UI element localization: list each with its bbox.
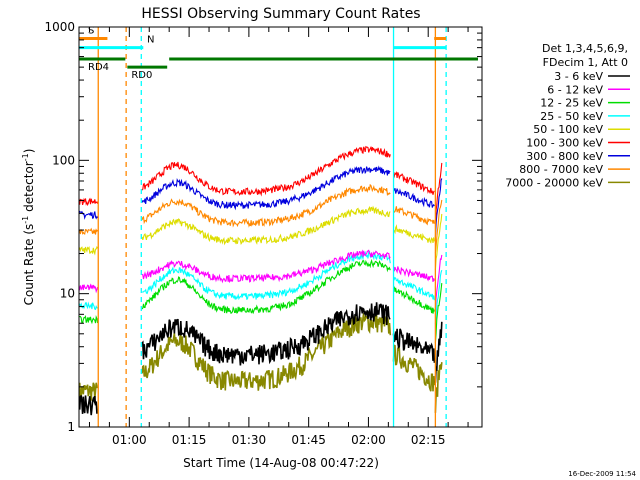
plot-area: S N RD4 RD0 — [79, 25, 479, 427]
legend-label-4: 25 - 50 keV — [540, 110, 603, 123]
legend-label-6: 100 - 300 keV — [526, 137, 603, 150]
series-6-trace — [434, 162, 443, 225]
series-4 — [79, 250, 443, 324]
series-9-trace — [79, 382, 99, 402]
series-2-trace — [392, 265, 435, 283]
series-1-trace — [392, 328, 436, 363]
y-tick-label-1: 1 — [67, 420, 75, 434]
series-1-trace — [141, 302, 391, 366]
series-1 — [79, 302, 443, 416]
x-tick-label-1: 01:00 — [112, 433, 147, 447]
series-3-trace — [141, 258, 391, 315]
y-axis-label-close: ) — [22, 149, 36, 154]
series-2-trace — [141, 249, 391, 284]
series-5-trace — [79, 245, 99, 256]
series-4-trace — [141, 250, 391, 301]
series-3-trace — [392, 286, 435, 314]
timestamp: 16-Dec-2009 11:54 — [568, 470, 636, 478]
series-9-trace — [392, 344, 436, 392]
y-tick-label-3: 100 — [52, 153, 75, 167]
legend-label-1: 3 - 6 keV — [554, 70, 603, 83]
series-1-trace — [79, 395, 98, 416]
status-label-6: RD0 — [131, 70, 152, 81]
series-8-trace — [393, 206, 435, 226]
y-tick-label-4: 1000 — [44, 20, 75, 34]
series-3-trace — [434, 283, 443, 344]
status-label-1: S — [88, 25, 94, 36]
y-axis-label-text: Count Rate (s — [22, 224, 36, 306]
x-tick-label-3: 01:30 — [232, 433, 267, 447]
legend-label-9: 7000 - 20000 keV — [505, 176, 603, 189]
series-6-trace — [141, 145, 391, 197]
series-2-trace — [434, 254, 443, 310]
series-3-trace — [79, 314, 99, 325]
x-tick-label-6: 02:15 — [411, 433, 446, 447]
legend-header-2: FDecim 1, Att 0 — [543, 56, 628, 69]
status-label-3: N — [147, 35, 154, 46]
series-7-trace — [434, 178, 443, 238]
series-5-trace — [393, 224, 435, 244]
series-2 — [79, 249, 443, 310]
series-5-trace — [434, 213, 443, 270]
legend-label-2: 6 - 12 keV — [547, 83, 603, 96]
legend-label-8: 800 - 7000 keV — [519, 163, 603, 176]
series-8-trace — [79, 227, 99, 235]
series-3 — [79, 258, 443, 344]
series-1-trace — [434, 321, 443, 383]
y-axis-label-sup-2: -1 — [21, 153, 30, 161]
series-6-trace — [392, 170, 435, 195]
series-8 — [79, 183, 443, 254]
series-4-trace — [392, 276, 435, 301]
chart-title: HESSI Observing Summary Count Rates — [141, 6, 420, 22]
series-6-trace — [79, 197, 99, 207]
series-2-trace — [79, 283, 99, 294]
series-7-trace — [393, 187, 435, 208]
series-9 — [79, 312, 443, 413]
y-tick-label-2: 10 — [60, 287, 75, 301]
x-tick-label-2: 01:15 — [172, 433, 207, 447]
legend-label-3: 12 - 25 keV — [540, 97, 603, 110]
legend-header-1: Det 1,3,4,5,6,9, — [542, 42, 628, 55]
y-axis-label: Count Rate (s-1 detector-1) — [21, 149, 36, 306]
x-axis-label: Start Time (14-Aug-08 00:47:22) — [183, 456, 379, 470]
y-axis-label-text-2: detector — [22, 161, 36, 216]
series-5-trace — [141, 205, 391, 246]
legend-label-7: 300 - 800 keV — [526, 150, 603, 163]
series-7 — [79, 165, 443, 238]
axis-ticks: 1 10 100 1000 01:00 01:15 01:30 01:45 02:00 02:15 — [44, 20, 482, 447]
x-tick-label-5: 02:00 — [351, 433, 386, 447]
series-4-trace — [434, 269, 443, 324]
series-5 — [79, 205, 443, 270]
legend: Det 1,3,4,5,6,9, FDecim 1, Att 0 3 - 6 k… — [505, 42, 630, 189]
y-axis-label-sup: -1 — [21, 216, 30, 224]
series-8-trace — [141, 183, 391, 228]
x-tick-label-4: 01:45 — [291, 433, 326, 447]
plot-frame — [78, 26, 483, 428]
series-4-trace — [79, 301, 98, 311]
legend-label-5: 50 - 100 keV — [533, 123, 603, 136]
series-7-trace — [79, 210, 99, 220]
series-8-trace — [434, 199, 443, 254]
status-label-5: RD4 — [88, 62, 109, 73]
series-6 — [79, 145, 443, 225]
series-9-trace — [434, 362, 443, 413]
series-7-trace — [141, 165, 391, 211]
